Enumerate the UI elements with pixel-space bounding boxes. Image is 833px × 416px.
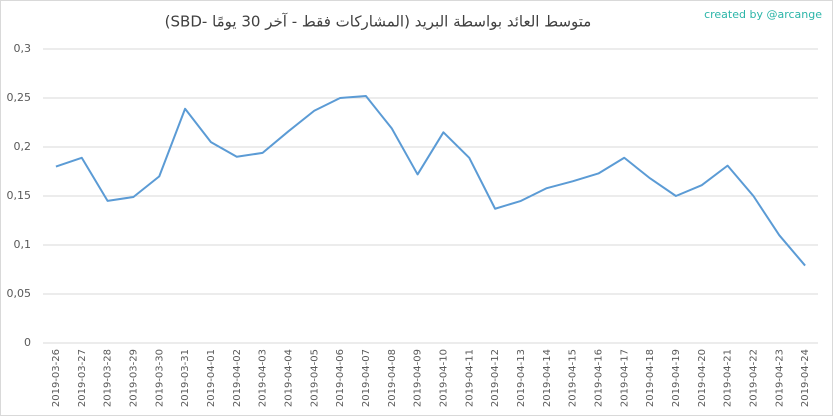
- x-tick-label: 2019-04-03: [258, 349, 269, 407]
- x-tick-label: 2019-04-16: [593, 349, 604, 407]
- x-tick-label: 2019-04-14: [542, 349, 553, 407]
- y-tick-label: 0: [24, 336, 31, 349]
- x-tick-label: 2019-04-11: [464, 349, 475, 407]
- x-tick-label: 2019-03-27: [77, 349, 88, 407]
- y-tick-label: 0,05: [7, 287, 32, 300]
- x-tick-label: 2019-04-20: [697, 349, 708, 407]
- y-tick-label: 0,15: [7, 189, 32, 202]
- y-tick-label: 0,25: [7, 91, 32, 104]
- x-tick-label: 2019-03-31: [180, 349, 191, 407]
- y-tick-label: 0,3: [14, 42, 32, 55]
- x-tick-label: 2019-03-28: [103, 349, 114, 407]
- x-tick-label: 2019-04-08: [387, 349, 398, 407]
- x-tick-label: 2019-04-18: [645, 349, 656, 407]
- x-tick-label: 2019-04-17: [619, 349, 630, 407]
- x-tick-label: 2019-04-13: [516, 349, 527, 407]
- x-tick-label: 2019-04-10: [438, 349, 449, 407]
- x-tick-label: 2019-04-02: [232, 349, 243, 407]
- x-tick-label: 2019-04-07: [361, 349, 372, 407]
- x-tick-label: 2019-04-22: [748, 349, 759, 407]
- x-tick-label: 2019-04-09: [413, 349, 424, 407]
- x-tick-label: 2019-04-21: [723, 349, 734, 407]
- chart-title: متوسط العائد بواسطة البريد (المشاركات فق…: [165, 13, 592, 31]
- x-tick-label: 2019-04-24: [800, 349, 811, 407]
- x-tick-label: 2019-04-23: [774, 349, 785, 407]
- line-series: [55, 95, 806, 267]
- x-tick-label: 2019-04-15: [568, 349, 579, 407]
- x-tick-label: 2019-04-06: [335, 349, 346, 407]
- x-tick-label: 2019-04-04: [283, 349, 294, 407]
- x-tick-label: 2019-04-19: [671, 349, 682, 407]
- y-tick-label: 0,1: [14, 238, 32, 251]
- x-tick-label: 2019-03-30: [154, 349, 165, 407]
- x-tick-label: 2019-04-01: [206, 349, 217, 407]
- x-tick-label: 2019-03-29: [128, 349, 139, 407]
- x-tick-label: 2019-04-12: [490, 349, 501, 407]
- watermark: created by @arcange: [704, 8, 822, 21]
- y-tick-label: 0,2: [14, 140, 32, 153]
- x-tick-label: 2019-04-05: [309, 349, 320, 407]
- x-tick-label: 2019-03-26: [51, 349, 62, 407]
